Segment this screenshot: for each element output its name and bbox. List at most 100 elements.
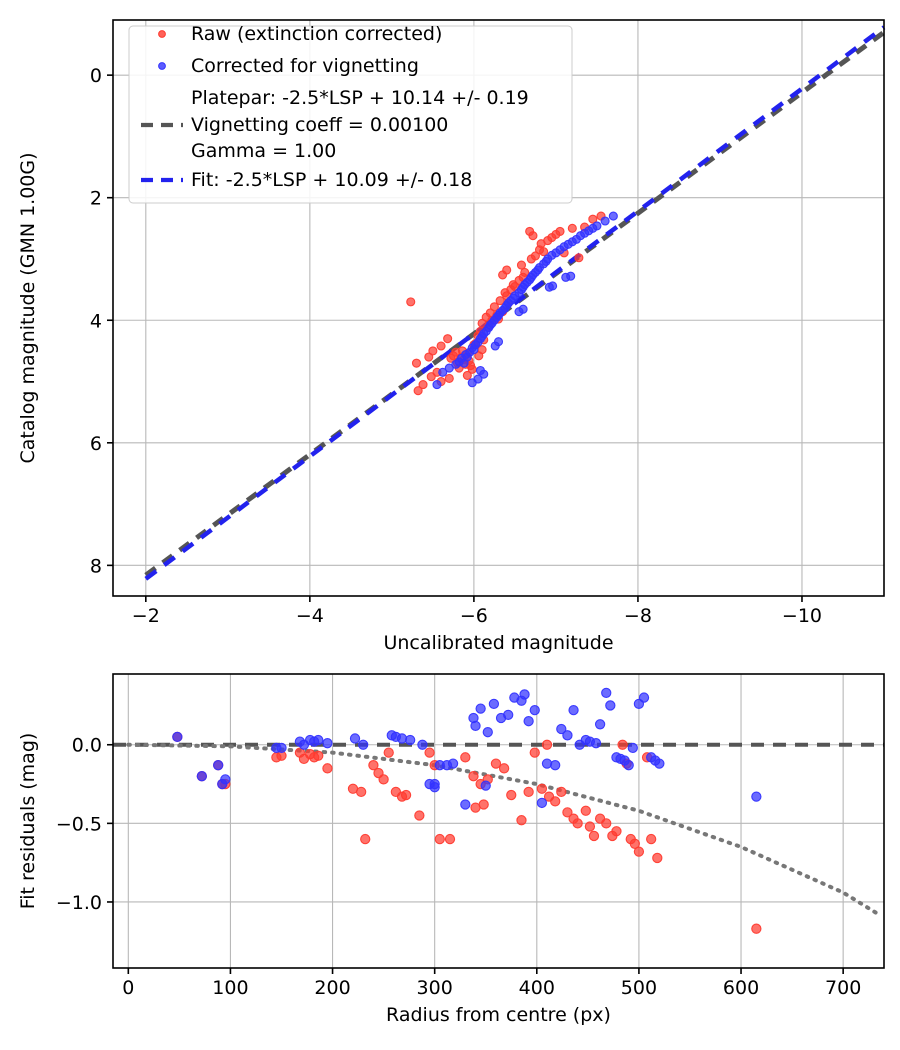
data-point bbox=[611, 826, 622, 837]
legend-entry-raw[interactable]: Raw (extinction corrected) bbox=[158, 23, 443, 45]
xtick-label: 400 bbox=[519, 977, 555, 999]
legend-entry-corrected[interactable]: Corrected for vignetting bbox=[158, 55, 419, 77]
data-point bbox=[751, 923, 762, 934]
axes-frame bbox=[112, 19, 885, 597]
data-point bbox=[550, 760, 561, 771]
data-point bbox=[562, 807, 573, 818]
data-point bbox=[443, 334, 453, 344]
data-point bbox=[601, 687, 612, 699]
data-point bbox=[480, 780, 491, 791]
legend-label: Fit: -2.5*LSP + 10.09 +/- 0.18 bbox=[191, 169, 472, 191]
data-point bbox=[172, 731, 183, 743]
legend-entry-platepar-1[interactable]: Platepar: -2.5*LSP + 10.14 +/- 0.19 bbox=[191, 87, 529, 109]
data-point bbox=[355, 786, 367, 798]
data-point bbox=[516, 260, 527, 270]
data-point bbox=[488, 698, 500, 710]
axis-ticks: −2 −4 −6 −8 −10 0 2 4 6 8 bbox=[90, 65, 822, 627]
data-point bbox=[383, 747, 394, 758]
data-point bbox=[562, 730, 573, 741]
legend-entry-platepar-3[interactable]: Gamma = 1.00 bbox=[191, 140, 336, 162]
data-point bbox=[503, 709, 514, 721]
xtick-label: 100 bbox=[212, 977, 248, 999]
legend-marker-dot bbox=[158, 62, 166, 70]
data-point bbox=[490, 758, 502, 769]
data-point bbox=[638, 692, 650, 703]
data-point bbox=[482, 727, 493, 738]
data-point bbox=[220, 774, 231, 785]
data-point bbox=[623, 760, 634, 771]
xtick-label: 700 bbox=[825, 977, 861, 999]
xtick-label: 300 bbox=[417, 977, 453, 999]
data-point bbox=[322, 763, 333, 774]
data-point bbox=[646, 833, 657, 845]
data-point bbox=[541, 758, 553, 769]
data-point bbox=[378, 774, 389, 785]
data-point bbox=[590, 738, 602, 749]
data-point bbox=[411, 358, 422, 368]
data-point bbox=[428, 346, 438, 356]
fitline-fit bbox=[144, 25, 886, 581]
data-point bbox=[396, 733, 408, 744]
data-point bbox=[627, 742, 638, 754]
legend-label: Raw (extinction corrected) bbox=[191, 23, 442, 45]
data-point bbox=[498, 763, 510, 774]
data-point bbox=[470, 720, 481, 732]
legend[interactable]: Raw (extinction corrected) Corrected for … bbox=[128, 23, 573, 204]
data-point bbox=[568, 705, 579, 716]
data-point bbox=[418, 380, 428, 390]
data-point bbox=[460, 799, 471, 810]
ytick-label: 0 bbox=[90, 65, 102, 87]
data-point bbox=[414, 810, 425, 821]
legend-entry-platepar-2[interactable]: Vignetting coeff = 0.00100 bbox=[141, 114, 448, 136]
data-point bbox=[474, 351, 484, 361]
data-point bbox=[313, 750, 324, 761]
data-point bbox=[529, 747, 540, 758]
data-point bbox=[541, 739, 553, 750]
data-point bbox=[444, 833, 456, 845]
legend-entry-fit[interactable]: Fit: -2.5*LSP + 10.09 +/- 0.18 bbox=[141, 169, 472, 191]
data-point bbox=[633, 846, 645, 857]
data-point bbox=[592, 221, 602, 231]
series-corrected bbox=[432, 211, 618, 390]
data-point bbox=[424, 352, 434, 362]
data-point bbox=[438, 367, 448, 377]
y-axis-label: Catalog magnitude (GMN 1.00G) bbox=[17, 152, 39, 463]
data-point bbox=[360, 833, 371, 845]
data-point bbox=[460, 752, 471, 763]
ytick-label: 4 bbox=[90, 310, 102, 332]
data-point bbox=[405, 734, 416, 746]
data-point bbox=[572, 818, 583, 829]
data-point bbox=[213, 760, 224, 771]
y-axis-label: Fit residuals (mag) bbox=[17, 733, 39, 910]
ytick-label: 6 bbox=[90, 433, 102, 455]
data-point bbox=[368, 760, 379, 771]
data-point bbox=[601, 818, 612, 829]
ytick-label: 8 bbox=[90, 555, 102, 577]
data-point bbox=[358, 739, 369, 750]
data-point bbox=[523, 716, 534, 727]
data-point bbox=[406, 297, 416, 307]
data-point bbox=[489, 302, 499, 312]
panel-fit-residuals: 0 100 200 300 400 500 600 700 0.0 −0.5 −1.0 Radius … bbox=[17, 673, 885, 1026]
data-point bbox=[555, 226, 565, 236]
data-point bbox=[539, 247, 549, 257]
axes-frame bbox=[112, 673, 885, 969]
xtick-label: 0 bbox=[122, 977, 134, 999]
data-point bbox=[629, 838, 640, 849]
data-point bbox=[530, 251, 540, 261]
data-point bbox=[322, 738, 333, 749]
data-point bbox=[600, 216, 610, 226]
data-point bbox=[566, 271, 576, 281]
xtick-label: −2 bbox=[132, 605, 160, 627]
data-point bbox=[429, 782, 440, 793]
data-point bbox=[588, 830, 600, 842]
data-point bbox=[556, 723, 567, 735]
data-point bbox=[520, 267, 530, 278]
xtick-label: −10 bbox=[782, 605, 822, 627]
axis-ticks: 0 100 200 300 400 500 600 700 0.0 −0.5 −1.0 bbox=[56, 735, 861, 999]
data-point bbox=[478, 799, 489, 810]
data-point bbox=[556, 786, 567, 798]
data-point bbox=[654, 758, 665, 769]
data-point bbox=[349, 733, 361, 744]
data-point bbox=[548, 281, 558, 291]
